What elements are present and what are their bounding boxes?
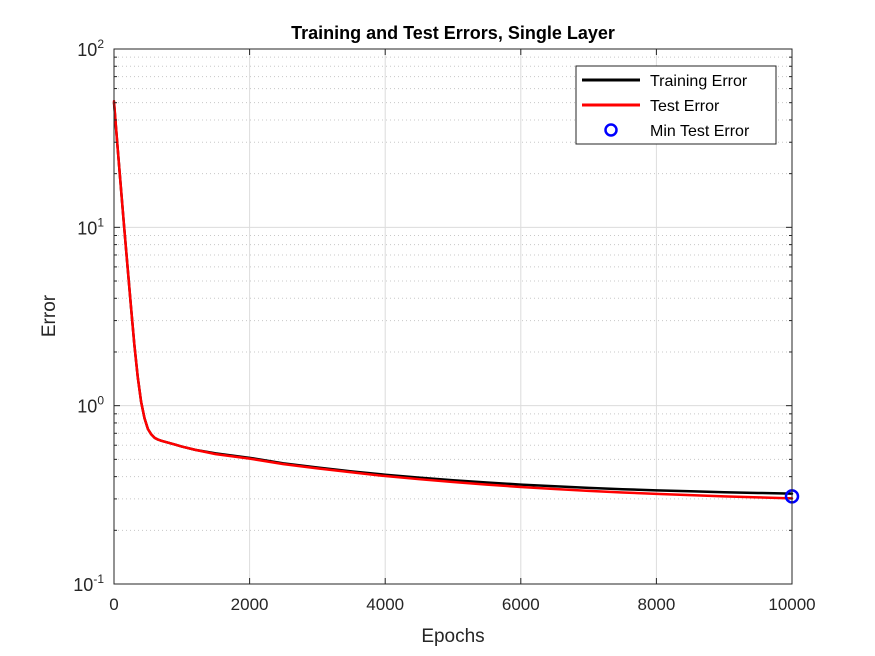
- y-tick-label: 10-1: [73, 572, 104, 595]
- series-line-test-error: [112, 99, 794, 500]
- plot-frame: [113, 48, 793, 585]
- x-tick-label: 10000: [768, 595, 815, 614]
- legend-label-min-test-error: Min Test Error: [650, 123, 750, 140]
- legend-entry-min-test-error: Min Test Error: [604, 123, 750, 140]
- legend-entry-test-error: Test Error: [582, 98, 720, 115]
- y-tick-label: 100: [77, 394, 104, 417]
- ticks: 0 2000 4000 6000 8000 10000 10-1 100 101 102: [73, 37, 815, 614]
- x-tick-label: 8000: [637, 595, 675, 614]
- legend-entry-training-error: Training Error: [582, 73, 748, 90]
- y-tick-label: 101: [77, 215, 104, 238]
- x-tick-label: 6000: [502, 595, 540, 614]
- legend-marker-min-test-error: [604, 123, 618, 137]
- legend-label-test-error: Test Error: [650, 98, 720, 115]
- x-tick-label: 4000: [366, 595, 404, 614]
- x-axis-label: Epochs: [421, 626, 484, 647]
- legend-label-training-error: Training Error: [650, 73, 748, 90]
- legend: Training Error Test Error Min Test Error: [575, 65, 777, 145]
- x-tick-label: 0: [109, 595, 118, 614]
- y-axis-label: Error: [39, 294, 60, 337]
- y-tick-label: 102: [77, 37, 104, 60]
- chart-title: Training and Test Errors, Single Layer: [291, 23, 615, 43]
- x-tick-label: 2000: [231, 595, 269, 614]
